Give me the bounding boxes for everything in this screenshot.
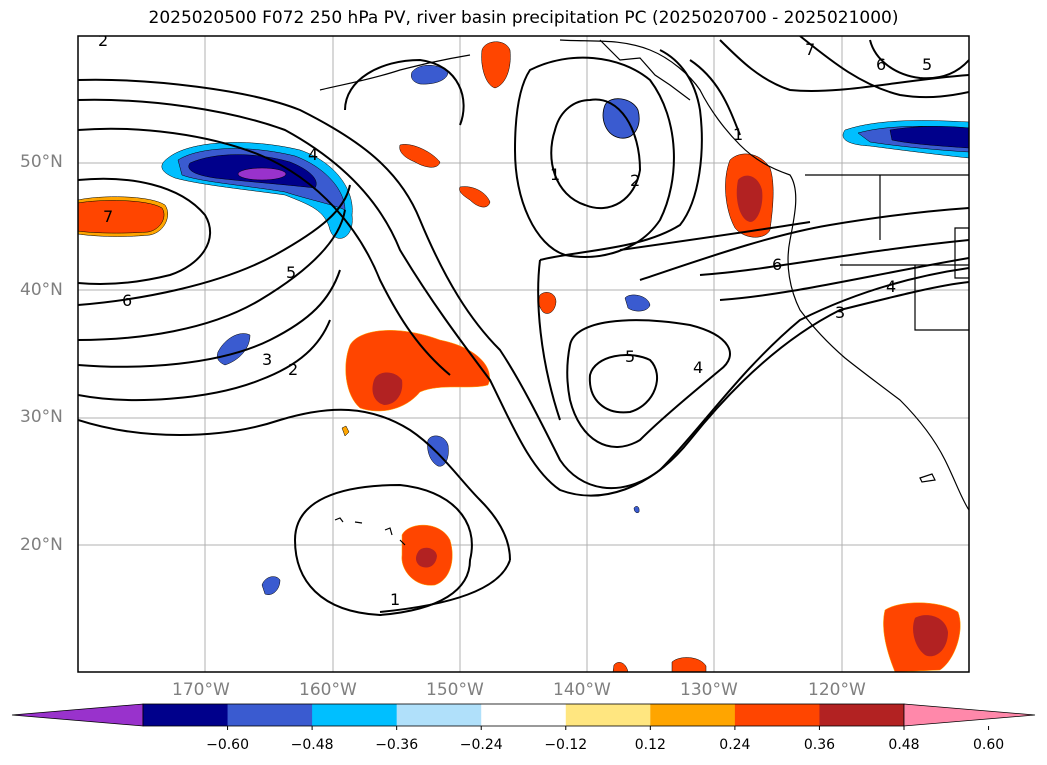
contour-label: 5 xyxy=(922,55,932,74)
contour-label: 6 xyxy=(876,55,886,74)
colorbar-tick-label: −0.48 xyxy=(290,737,334,753)
lat-label: 50°N xyxy=(20,152,63,172)
colorbar-tick-label: 0.60 xyxy=(972,737,1005,753)
colorbar-tick-label: 0.48 xyxy=(888,737,920,753)
contour-label: 5 xyxy=(286,263,296,282)
contour-label: 2 xyxy=(288,360,298,379)
colorbar-max-extension xyxy=(903,703,1036,727)
colorbar-segment xyxy=(312,704,398,726)
colorbar-tick-label: −0.60 xyxy=(206,737,249,753)
lat-label: 40°N xyxy=(20,280,63,300)
colorbar-tick-label: −0.12 xyxy=(544,737,588,753)
colorbar-min-extension xyxy=(11,703,144,727)
contour-label: 3 xyxy=(835,303,845,322)
colorbar-segment xyxy=(143,704,229,726)
map-frame xyxy=(77,35,970,673)
coastlines xyxy=(319,39,969,546)
contour-label: 7 xyxy=(103,207,113,226)
colorbar-tick-label: −0.24 xyxy=(459,737,503,753)
contour-label: 1 xyxy=(550,165,560,184)
lon-label: 130°W xyxy=(680,680,738,700)
positive-precip-blobs xyxy=(78,41,961,672)
lon-label: 150°W xyxy=(426,680,484,700)
negative-precip-blobs xyxy=(161,65,969,595)
lat-label: 30°N xyxy=(20,407,63,427)
contour-label: 4 xyxy=(693,358,703,377)
contour-label: 2 xyxy=(630,171,640,190)
contour-label: 6 xyxy=(122,291,132,310)
colorbar-tick-label: 0.24 xyxy=(719,737,751,753)
contour-label: 7 xyxy=(805,40,815,59)
contour-label: 3 xyxy=(262,350,272,369)
map-background xyxy=(78,36,969,672)
colorbar-segment xyxy=(481,704,567,726)
pv-contours xyxy=(78,36,969,617)
contour-label: 2 xyxy=(98,31,108,50)
contour-label: 6 xyxy=(772,255,782,274)
contour-label: 5 xyxy=(625,347,635,366)
lon-label: 140°W xyxy=(553,680,611,700)
lon-label: 160°W xyxy=(299,680,357,700)
colorbar-segment xyxy=(650,704,736,726)
gridlines xyxy=(78,36,969,672)
lon-label: 170°W xyxy=(172,680,230,700)
colorbar-tick-label: 0.12 xyxy=(634,737,666,753)
colorbar-segment xyxy=(227,704,313,726)
contour-label: 4 xyxy=(886,277,896,296)
colorbar-segment xyxy=(396,704,482,726)
lon-label: 120°W xyxy=(808,680,866,700)
map-title: 2025020500 F072 250 hPa PV, river basin … xyxy=(148,8,899,28)
contour-labels: 7 6 5 4 3 2 1 1 2 5 4 4 3 6 7 6 5 1 2 xyxy=(98,31,932,609)
contour-label: 1 xyxy=(733,125,743,144)
colorbar xyxy=(11,703,1036,730)
colorbar-segment xyxy=(734,704,820,726)
colorbar-segment xyxy=(565,704,651,726)
contour-label: 4 xyxy=(308,145,318,164)
colorbar-tick-label: −0.36 xyxy=(375,737,419,753)
colorbar-segment xyxy=(819,704,905,726)
colorbar-tick-label: 0.36 xyxy=(803,737,836,753)
lat-label: 20°N xyxy=(20,535,63,555)
contour-label: 1 xyxy=(390,590,400,609)
